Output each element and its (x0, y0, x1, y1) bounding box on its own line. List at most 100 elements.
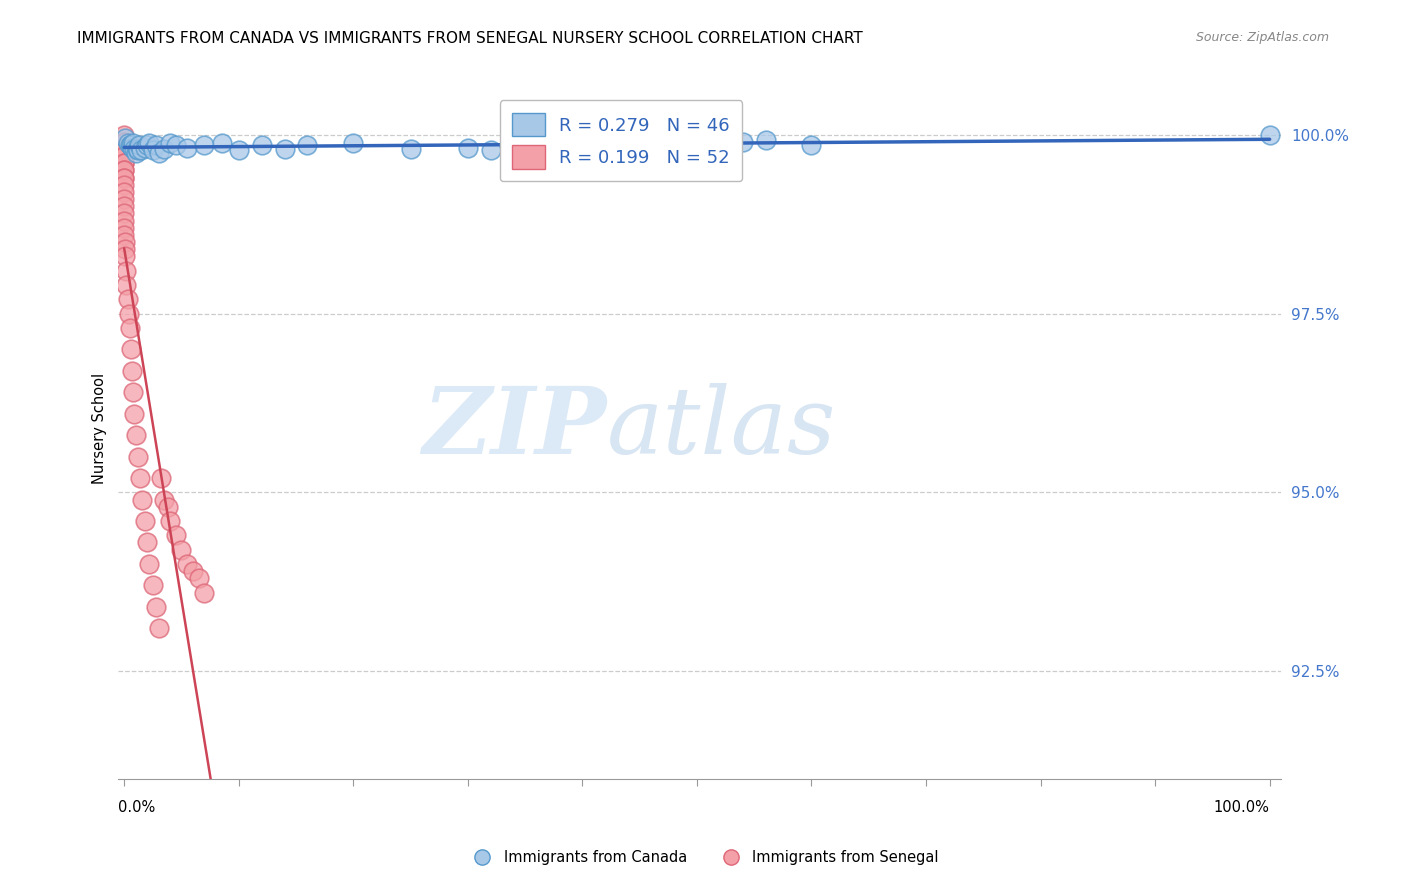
Point (159, 514, 181, 528)
Point (686, 136, 709, 151)
Point (193, 585, 215, 599)
Point (181, 564, 204, 578)
Point (112, 220, 135, 235)
Point (153, 142, 176, 156)
Point (1258, 128, 1281, 142)
Point (112, 156, 135, 170)
Point (112, 135, 135, 149)
Point (114, 249, 136, 263)
Point (148, 145, 170, 160)
Point (250, 138, 273, 153)
Y-axis label: Nursery School: Nursery School (93, 373, 107, 483)
Point (120, 138, 142, 153)
Point (662, 135, 685, 149)
Point (457, 140, 479, 154)
Point (112, 213, 135, 227)
Point (112, 192, 135, 206)
Point (112, 142, 135, 156)
Point (124, 428, 146, 442)
Point (479, 144, 502, 158)
Point (131, 144, 153, 158)
Point (112, 185, 135, 199)
Text: atlas: atlas (607, 383, 837, 473)
Point (122, 136, 145, 151)
Point (342, 136, 364, 151)
Point (165, 528, 187, 542)
Point (709, 136, 731, 151)
Point (640, 138, 662, 153)
Point (138, 136, 160, 151)
Point (114, 131, 136, 145)
Point (124, 145, 146, 160)
Point (149, 471, 172, 485)
Point (112, 163, 135, 178)
Text: ZIP: ZIP (423, 383, 607, 473)
Point (112, 163, 135, 178)
Point (273, 142, 295, 156)
Point (112, 170, 135, 185)
Point (800, 138, 823, 153)
Point (112, 142, 135, 156)
Point (593, 136, 616, 151)
Point (134, 514, 156, 528)
Text: IMMIGRANTS FROM CANADA VS IMMIGRANTS FROM SENEGAL NURSERY SCHOOL CORRELATION CHA: IMMIGRANTS FROM CANADA VS IMMIGRANTS FRO… (77, 31, 863, 46)
Point (165, 138, 187, 153)
Point (571, 136, 593, 151)
Text: Source: ZipAtlas.com: Source: ZipAtlas.com (1195, 31, 1329, 45)
Point (187, 571, 209, 585)
Legend: Immigrants from Canada, Immigrants from Senegal: Immigrants from Canada, Immigrants from … (461, 845, 945, 871)
Point (125, 142, 148, 156)
Point (118, 321, 141, 335)
Point (136, 535, 159, 549)
Point (121, 364, 143, 378)
Point (112, 178, 135, 192)
Point (121, 140, 143, 154)
Point (112, 156, 135, 170)
Point (142, 578, 165, 592)
Point (124, 142, 146, 156)
Point (617, 136, 640, 151)
Point (131, 492, 153, 507)
Text: 0.0%: 0.0% (118, 800, 156, 815)
Point (176, 557, 198, 571)
Point (112, 199, 135, 213)
Point (120, 343, 142, 357)
Point (138, 557, 160, 571)
Point (134, 140, 156, 154)
Point (124, 407, 146, 421)
Point (159, 136, 181, 151)
Point (228, 144, 250, 158)
Point (118, 138, 141, 153)
Point (122, 385, 145, 400)
Point (117, 292, 139, 306)
Point (148, 621, 170, 635)
Point (156, 500, 179, 514)
Point (128, 138, 150, 153)
Point (170, 542, 193, 557)
Text: 100.0%: 100.0% (1213, 800, 1270, 815)
Point (117, 136, 139, 151)
Point (193, 138, 215, 153)
Point (142, 144, 165, 158)
Point (127, 144, 149, 158)
Point (114, 235, 136, 249)
Point (118, 306, 141, 320)
Point (115, 263, 138, 277)
Point (115, 277, 138, 292)
Point (145, 138, 167, 153)
Point (399, 142, 422, 156)
Point (136, 138, 159, 153)
Point (112, 170, 135, 185)
Point (153, 492, 176, 507)
Legend: R = 0.279   N = 46, R = 0.199   N = 52: R = 0.279 N = 46, R = 0.199 N = 52 (499, 101, 742, 181)
Point (755, 133, 778, 147)
Point (112, 149, 135, 163)
Point (502, 145, 524, 160)
Point (112, 149, 135, 163)
Point (145, 599, 167, 614)
Point (211, 136, 233, 151)
Point (112, 206, 135, 220)
Point (129, 471, 152, 485)
Point (297, 138, 319, 153)
Point (114, 242, 136, 256)
